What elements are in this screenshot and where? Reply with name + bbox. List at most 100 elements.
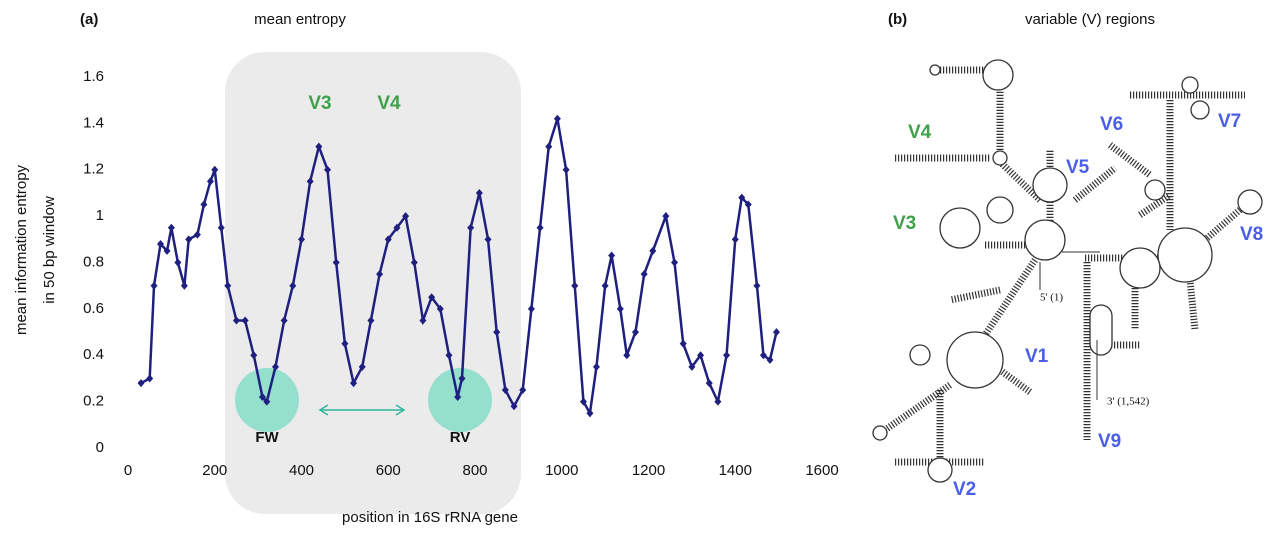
panel-label: (a) — [80, 11, 98, 28]
region-label: V9 — [1098, 431, 1121, 452]
x-tick-label: 400 — [289, 462, 314, 479]
data-point — [562, 165, 570, 174]
data-point — [200, 200, 208, 209]
data-point — [519, 386, 527, 395]
y-tick-label: 1 — [96, 207, 104, 224]
data-point — [193, 230, 201, 239]
y-tick-label: 1.6 — [83, 68, 104, 85]
x-tick-label: 800 — [462, 462, 487, 479]
data-point — [217, 223, 225, 232]
amplicon-arrow — [318, 404, 406, 416]
data-point — [484, 235, 492, 244]
data-point — [157, 239, 165, 248]
data-point — [263, 397, 271, 406]
data-point — [688, 362, 696, 371]
data-point — [402, 212, 410, 221]
data-point — [579, 397, 587, 406]
x-tick-label: 1600 — [805, 462, 838, 479]
data-point — [146, 374, 154, 383]
end-label: 3' (1,542) — [1107, 396, 1150, 408]
data-point — [137, 379, 145, 388]
data-point — [467, 223, 475, 232]
data-point — [753, 281, 761, 290]
data-point — [571, 281, 579, 290]
data-point — [393, 223, 401, 232]
data-point — [731, 235, 739, 244]
region-label: V1 — [1025, 346, 1049, 367]
data-point — [174, 258, 182, 267]
x-tick-label: 200 — [202, 462, 227, 479]
data-point — [271, 362, 279, 371]
data-point — [640, 270, 648, 279]
data-point — [545, 142, 553, 151]
data-point — [211, 165, 219, 174]
region-label: V8 — [1240, 224, 1263, 245]
x-tick-label: 0 — [124, 462, 132, 479]
data-point — [306, 177, 314, 186]
annotation: FW — [255, 429, 279, 446]
data-point — [671, 258, 679, 267]
data-point — [185, 235, 193, 244]
data-point — [649, 246, 657, 255]
y-tick-label: 0.6 — [83, 300, 104, 317]
data-point — [744, 200, 752, 209]
end-label: 5' (1) — [1040, 292, 1063, 304]
data-point — [410, 258, 418, 267]
region-label: V4 — [908, 122, 932, 143]
x-tick-label: 1000 — [545, 462, 578, 479]
data-point — [631, 328, 639, 337]
data-point — [280, 316, 288, 325]
region-label: V5 — [1066, 157, 1090, 178]
data-point — [705, 379, 713, 388]
data-point — [163, 246, 171, 255]
data-point — [419, 316, 427, 325]
data-point — [150, 281, 158, 290]
data-point — [662, 212, 670, 221]
data-point — [367, 316, 375, 325]
region-label: V6 — [1100, 114, 1123, 135]
data-point — [224, 281, 232, 290]
data-point — [350, 379, 358, 388]
y-tick-label: 1.2 — [83, 161, 104, 178]
data-point — [679, 339, 687, 348]
data-point — [341, 339, 349, 348]
data-point — [766, 355, 774, 364]
chart-title: mean entropy — [254, 11, 346, 28]
annotation: V3 — [308, 93, 331, 114]
data-point — [458, 374, 466, 383]
x-tick-label: 1400 — [719, 462, 752, 479]
data-point — [601, 281, 609, 290]
data-point — [428, 293, 436, 302]
y-tick-label: 0.4 — [83, 346, 104, 363]
x-axis-label: position in 16S rRNA gene — [342, 509, 518, 526]
region-label: V7 — [1218, 111, 1241, 132]
data-point — [738, 193, 746, 202]
panel-label: (b) — [888, 11, 907, 28]
rv-primer — [428, 368, 492, 432]
y-tick-label: 0.8 — [83, 253, 104, 270]
y-tick-label: 1.4 — [83, 114, 104, 131]
y-axis-label: in 50 bp window — [41, 196, 58, 304]
data-point — [714, 397, 722, 406]
data-point — [553, 114, 561, 123]
data-point — [454, 392, 462, 401]
diagram-title: variable (V) regions — [1025, 11, 1155, 28]
data-point — [232, 316, 240, 325]
data-point — [384, 235, 392, 244]
data-point — [475, 188, 483, 197]
data-point — [332, 258, 340, 267]
data-point — [536, 223, 544, 232]
data-point — [436, 304, 444, 313]
data-point — [616, 304, 624, 313]
data-point — [258, 392, 266, 401]
data-point — [315, 142, 323, 151]
data-point — [241, 316, 249, 325]
data-point — [324, 165, 332, 174]
data-point — [289, 281, 297, 290]
data-point — [445, 351, 453, 360]
data-point — [167, 223, 175, 232]
data-point — [772, 328, 780, 337]
annotation: V4 — [377, 93, 401, 114]
rna-structure — [872, 59, 1263, 483]
